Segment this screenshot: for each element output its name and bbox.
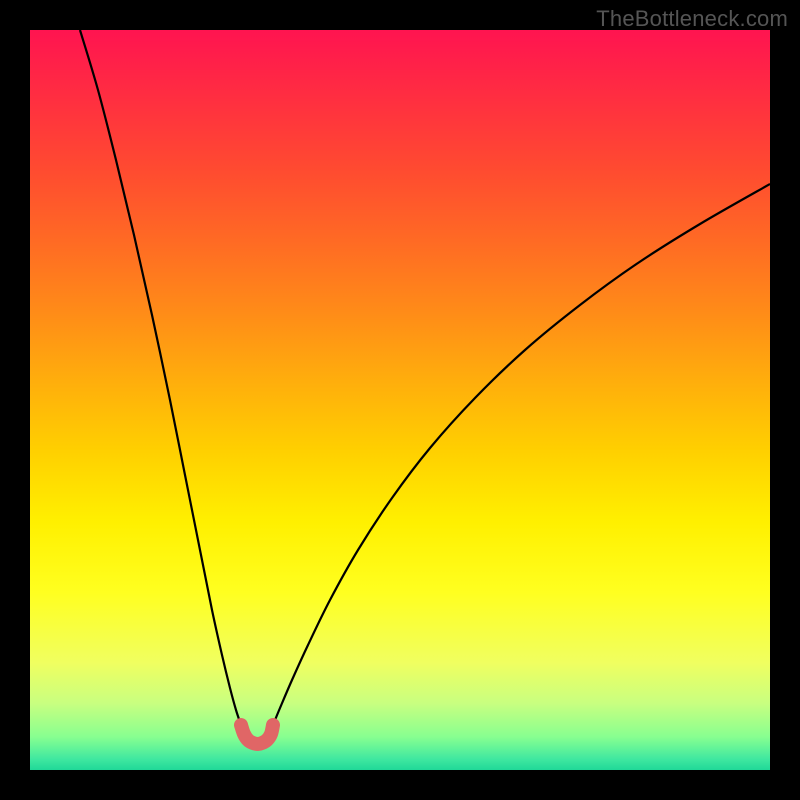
curves-layer [30, 30, 770, 770]
curve-left [80, 30, 241, 725]
curve-right [273, 184, 770, 725]
chart-frame: TheBottleneck.com [0, 0, 800, 800]
plot-area [30, 30, 770, 770]
watermark-text: TheBottleneck.com [596, 6, 788, 32]
u-highlight [241, 725, 273, 744]
